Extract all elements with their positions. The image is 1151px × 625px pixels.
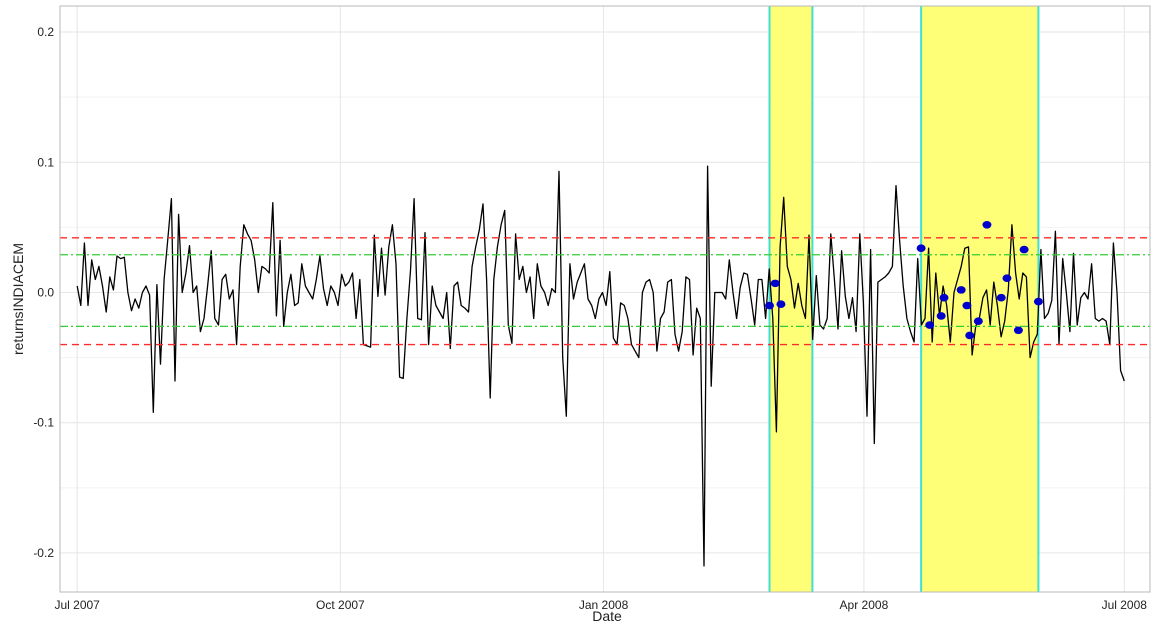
data-point (1019, 245, 1029, 254)
data-point (770, 279, 780, 288)
data-point (939, 293, 949, 302)
highlight-region (921, 6, 1039, 592)
data-point (936, 312, 946, 320)
y-axis-title: returnsINDIACEM (10, 243, 26, 355)
grid-lines (60, 6, 1150, 592)
y-tick-label: -0.2 (33, 546, 54, 560)
data-point (925, 321, 935, 329)
data-point (956, 286, 966, 294)
data-point (916, 244, 926, 253)
returns-series-line (76, 165, 1125, 567)
data-point (982, 220, 992, 229)
y-tick-label: -0.1 (33, 416, 54, 430)
data-point (962, 301, 972, 310)
data-points (765, 220, 1043, 340)
data-point (965, 331, 975, 340)
highlight-region (769, 6, 813, 592)
data-point (776, 300, 786, 309)
y-tick-label: 0.0 (37, 285, 54, 299)
x-axis-title: Date (592, 608, 622, 624)
data-point (765, 301, 775, 310)
x-tick-label: Jul 2008 (1102, 598, 1148, 612)
data-point (996, 293, 1006, 302)
y-tick-label: 0.2 (37, 25, 54, 39)
data-point (1013, 326, 1023, 335)
reference-lines (60, 237, 1150, 346)
x-tick-label: Oct 2007 (316, 598, 365, 612)
x-tick-label: Jul 2007 (54, 598, 100, 612)
data-point (973, 317, 983, 325)
data-series (76, 165, 1125, 567)
x-tick-label: Jan 2008 (579, 598, 629, 612)
x-tick-label: Apr 2008 (840, 598, 889, 612)
tick-labels: 0.2 0.1 0.0 -0.1 -0.2 Jul 2007 Oct 2007 Jan 200… (33, 25, 1147, 612)
plot-frame (59, 5, 1151, 593)
data-point (1033, 297, 1043, 306)
y-tick-label: 0.1 (37, 155, 54, 169)
data-point (1002, 274, 1012, 282)
